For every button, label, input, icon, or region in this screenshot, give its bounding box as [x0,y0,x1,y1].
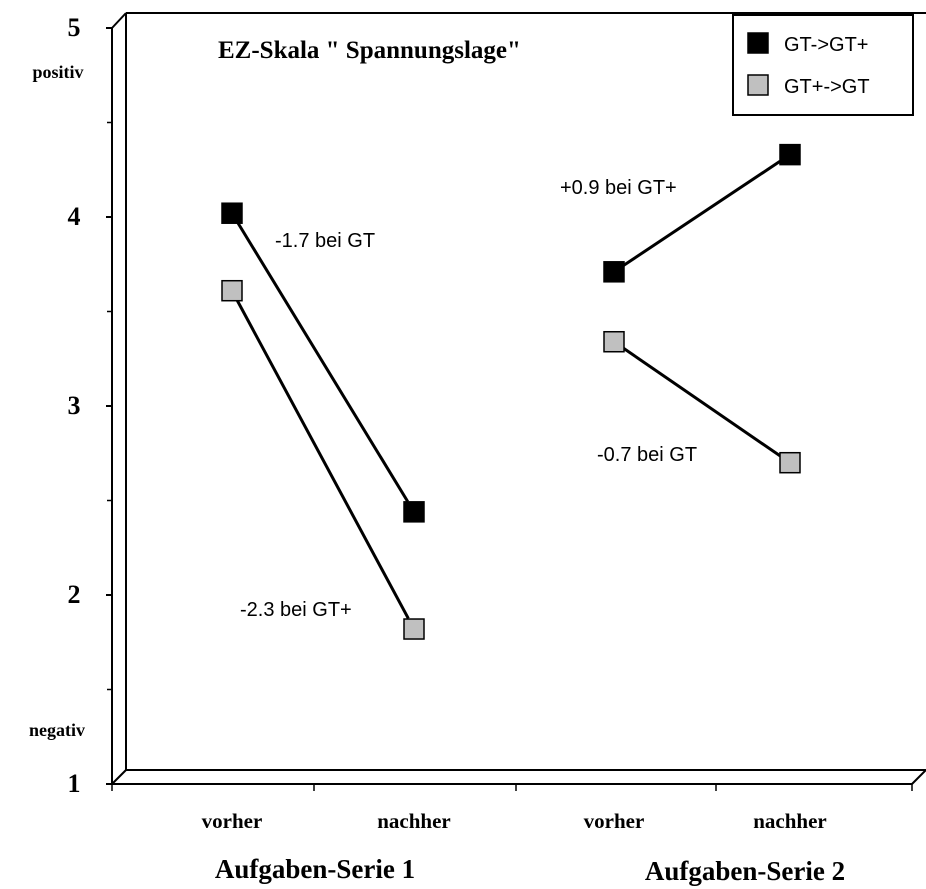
x-tick-label: nachher [753,809,827,833]
group-label-serie-1: Aufgaben-Serie 1 [215,854,415,884]
data-point-marker [403,618,425,640]
annotation-serie1-gtplus: -2.3 bei GT+ [240,599,352,621]
x-tick-label: nachher [377,809,451,833]
legend-swatch-series-1 [747,32,769,54]
annotation-serie1-gt: -1.7 bei GT [275,230,375,252]
y-tick-label: 4 [68,202,81,231]
data-point-marker [403,501,425,523]
plot-frame [111,12,926,785]
x-tick-label: vorher [202,809,263,833]
series-layer [221,143,801,640]
legend-label-series-1: GT->GT+ [784,34,868,56]
series-line [235,220,410,503]
data-point-marker [221,279,243,302]
data-point-marker [779,451,801,474]
y-tick-label: 1 [68,769,81,798]
y-top-label: positiv [32,62,83,82]
plot-top-corner [111,12,127,29]
y-bottom-label: negativ [29,720,85,740]
annotation-serie2-gt: -0.7 bei GT [597,444,697,466]
legend-box [732,14,914,116]
series-line [621,160,781,268]
group-label-serie-2: Aufgaben-Serie 2 [645,856,845,886]
data-point-marker [603,330,625,353]
y-tick-label: 5 [68,13,81,42]
y-tick-label: 3 [68,391,81,420]
y-ticks: 1 2 3 4 5 [68,13,112,798]
x-ticks: vorher nachher vorher nachher [111,784,913,833]
x-tick-label: vorher [584,809,645,833]
plot-bottom-corner [111,769,127,785]
annotation-serie2-gtplus: +0.9 bei GT+ [560,177,677,199]
series-line [621,346,781,458]
data-point-marker [221,202,243,224]
chart-title: EZ-Skala " Spannungslage" [218,37,521,64]
legend: GT->GT+ GT+->GT [732,14,914,116]
data-point-marker [779,143,801,166]
series-line [235,298,410,620]
legend-label-series-2: GT+->GT [784,76,870,98]
legend-swatch-series-2 [747,74,769,96]
plot-right-corner [911,769,926,785]
y-tick-label: 2 [68,580,81,609]
data-point-marker [603,261,625,283]
